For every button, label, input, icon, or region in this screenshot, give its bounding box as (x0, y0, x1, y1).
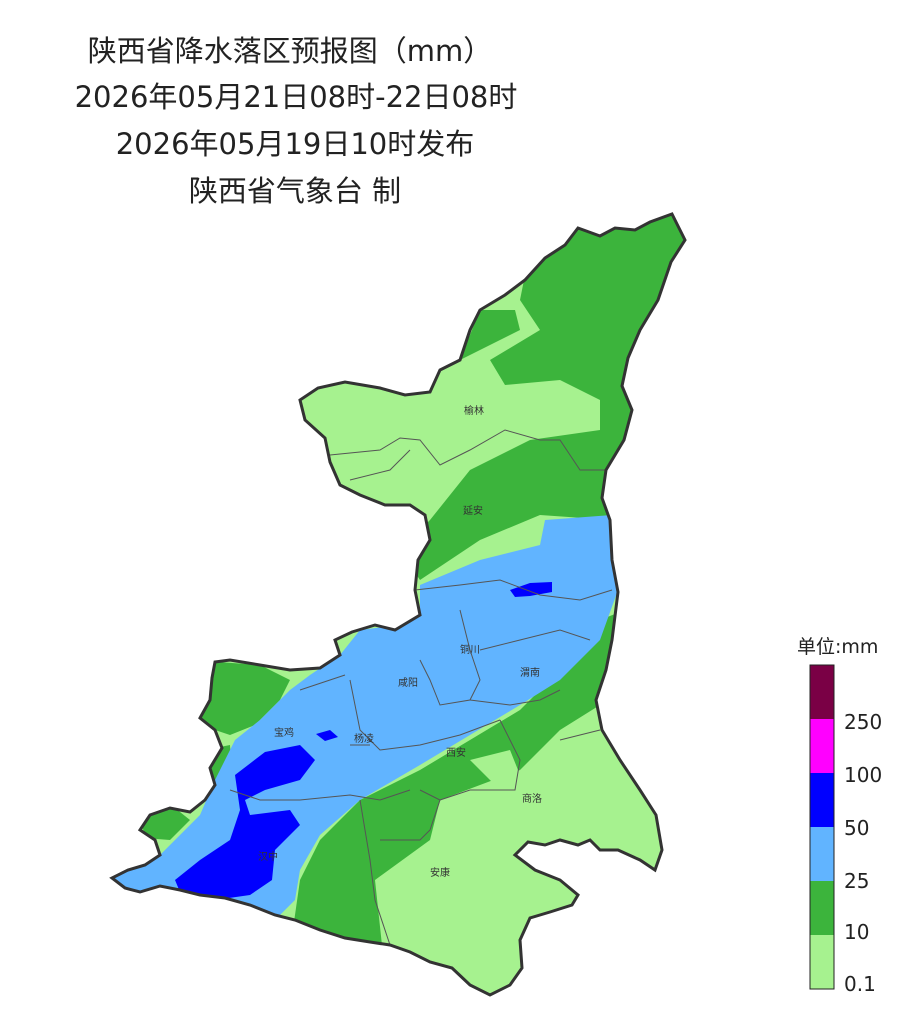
legend-swatch-25-50 (810, 827, 834, 881)
city-label-hanzhong: 汉中 (258, 850, 278, 863)
legend-colorbar (809, 664, 835, 990)
legend-frame (809, 664, 835, 990)
legend-unit: 单位:mm (797, 636, 879, 658)
city-labels: 榆林 延安 铜川 咸阳 渭南 宝鸡 杨凌 西安 商洛 汉中 安康 (258, 404, 542, 879)
legend-swatch-0.1-10 (810, 935, 834, 989)
legend-label-0.1: 0.1 (844, 972, 876, 996)
rain-zone-50-100-hanzhong (175, 745, 315, 900)
rain-zone-50-100-baoji (316, 730, 338, 741)
issue-time: 2026年05月19日10时发布 (115, 127, 475, 161)
city-label-xianyang: 咸阳 (398, 677, 418, 689)
rain-zone-10-25-west (190, 660, 290, 735)
legend-swatch-50-100 (810, 773, 834, 827)
legend-swatch-10-25 (810, 881, 834, 935)
city-label-shangluo: 商洛 (522, 792, 542, 805)
legend-label-250: 250 (844, 710, 883, 734)
city-label-yangling: 杨凌 (354, 732, 374, 745)
rain-zone-0.1-10-xian (470, 750, 520, 785)
city-boundaries (229, 429, 613, 946)
city-label-yanan: 延安 (463, 504, 483, 517)
legend-swatch-250-plus (810, 665, 834, 719)
city-label-weinan: 渭南 (520, 666, 540, 679)
forecast-period: 2026年05月21日08时-22日08时 (74, 80, 518, 114)
rain-zone-50-100-yanan (510, 582, 552, 597)
legend-label-100: 100 (844, 763, 883, 787)
city-label-ankang: 安康 (430, 866, 450, 879)
city-label-xian: 西安 (446, 746, 466, 759)
issuer: 陕西省气象台 制 (188, 174, 402, 208)
city-label-yulin: 榆林 (464, 404, 484, 417)
legend-swatch-100-250 (810, 719, 834, 773)
legend-label-25: 25 (844, 869, 870, 893)
map-title: 陕西省降水落区预报图（mm） (87, 34, 493, 68)
rain-zone-25-50 (112, 515, 618, 920)
rainfall-layers (112, 214, 685, 995)
city-label-baoji: 宝鸡 (274, 726, 294, 739)
rain-zone-10-25-sw (140, 808, 190, 840)
legend-label-50: 50 (844, 816, 870, 840)
legend-label-10: 10 (844, 920, 870, 944)
city-label-tongchuan: 铜川 (460, 644, 480, 656)
